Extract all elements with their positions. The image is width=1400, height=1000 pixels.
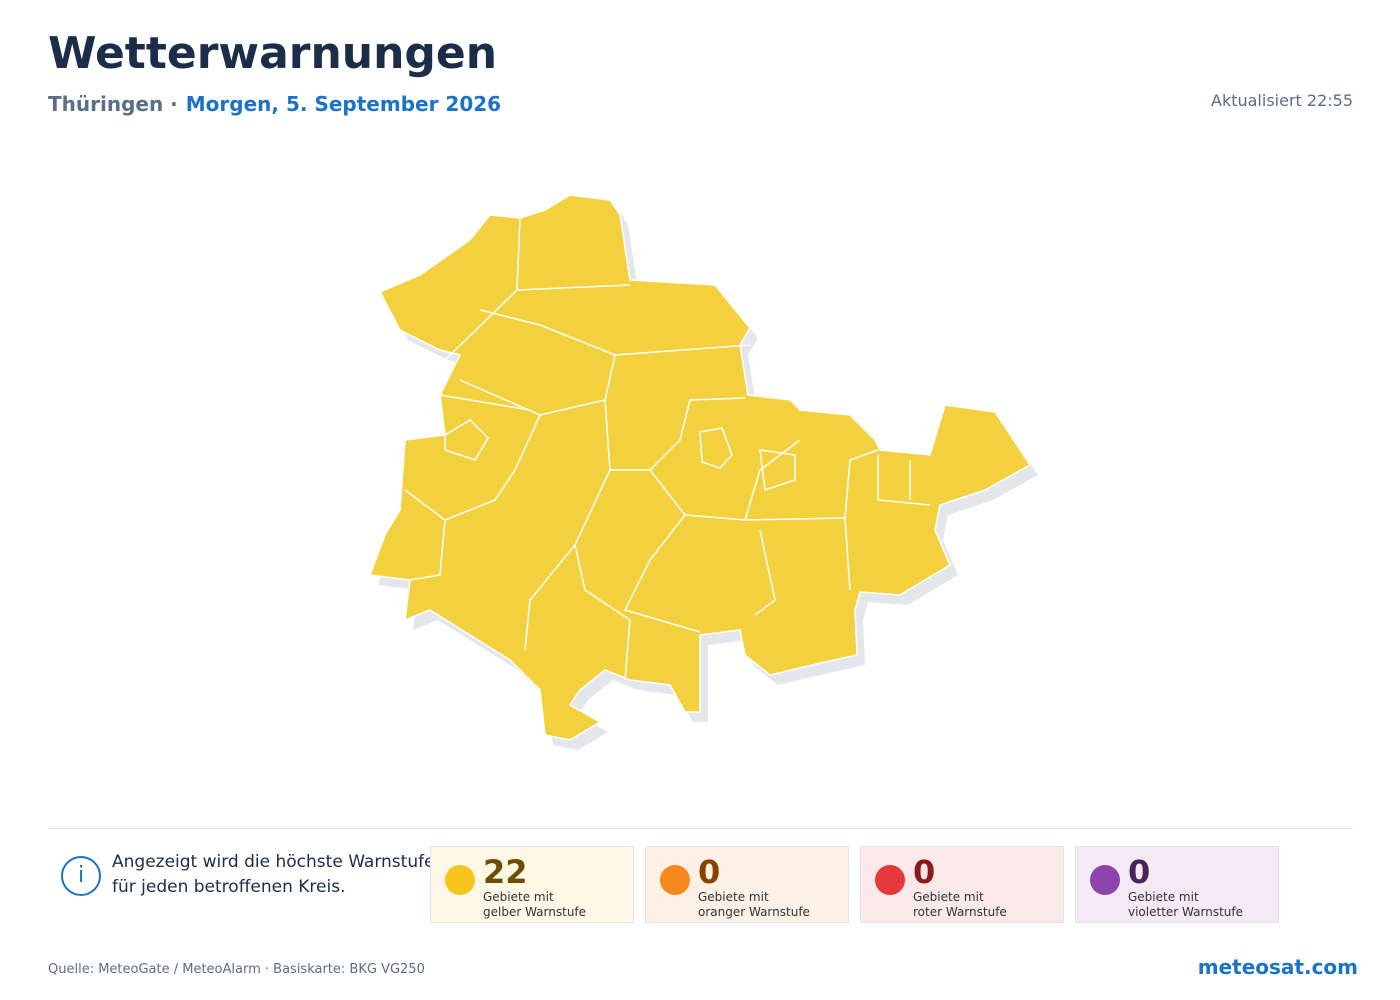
legend-card: 0 Gebiete mit violetter Warnstufe	[1075, 846, 1279, 923]
info-icon: i	[61, 856, 101, 896]
date: Morgen, 5. September 2026	[185, 92, 502, 116]
legend-card: 22 Gebiete mit gelber Warnstufe	[430, 846, 634, 923]
legend-card: 0 Gebiete mit oranger Warnstufe	[645, 846, 849, 923]
legend-count: 0	[698, 853, 721, 891]
updated: Aktualisiert 22:55	[1211, 91, 1353, 110]
separator: ·	[170, 92, 178, 116]
map	[368, 194, 1038, 750]
title: Wetterwarnungen	[48, 28, 498, 79]
legend-card: 0 Gebiete mit roter Warnstufe	[860, 846, 1064, 923]
legend-label: oranger Warnstufe	[698, 905, 810, 919]
source: Quelle: MeteoGate / MeteoAlarm · Basiska…	[48, 962, 425, 977]
brand[interactable]: meteosat.com	[1197, 955, 1358, 979]
legend-label: gelber Warnstufe	[483, 905, 587, 919]
info-line: für jeden betroffenen Kreis.	[112, 877, 346, 897]
legend-dot	[660, 865, 690, 895]
legend-label: Gebiete mit	[483, 890, 554, 904]
legend-dot	[445, 865, 475, 895]
subtitle: Thüringen · Morgen, 5. September 2026	[48, 92, 501, 116]
legend-count: 0	[1128, 853, 1151, 891]
legend-label: violetter Warnstufe	[1128, 905, 1243, 919]
legend-count: 22	[483, 853, 528, 891]
legend-label: Gebiete mit	[1128, 890, 1199, 904]
region: Thüringen	[48, 92, 164, 116]
legend-dot	[1090, 865, 1120, 895]
legend-dot	[875, 865, 905, 895]
legend-label: Gebiete mit	[698, 890, 769, 904]
info-line: Angezeigt wird die höchste Warnstufe	[112, 852, 435, 872]
legend-label: roter Warnstufe	[913, 905, 1007, 919]
info-text: Angezeigt wird die höchste Warnstufe für …	[112, 850, 435, 900]
divider	[48, 828, 1353, 829]
legend-count: 0	[913, 853, 936, 891]
map-shape	[368, 194, 1038, 750]
legend-label: Gebiete mit	[913, 890, 984, 904]
